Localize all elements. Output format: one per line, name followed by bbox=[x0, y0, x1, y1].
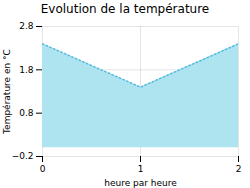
html-text:Evolution de la température: Evolution de la température bbox=[40, 2, 210, 16]
svg-text:heure par heure: heure par heure bbox=[104, 178, 177, 188]
svg-text:2: 2 bbox=[236, 164, 242, 174]
svg-text:0.8: 0.8 bbox=[19, 108, 34, 118]
svg-text:1.8: 1.8 bbox=[19, 65, 34, 75]
svg-text:0: 0 bbox=[40, 164, 46, 174]
svg-text:2.8: 2.8 bbox=[19, 21, 34, 31]
svg-text:Température en °C: Température en °C bbox=[2, 49, 12, 135]
svg-text:1: 1 bbox=[138, 164, 144, 174]
svg-text:−0.2: −0.2 bbox=[12, 151, 34, 161]
